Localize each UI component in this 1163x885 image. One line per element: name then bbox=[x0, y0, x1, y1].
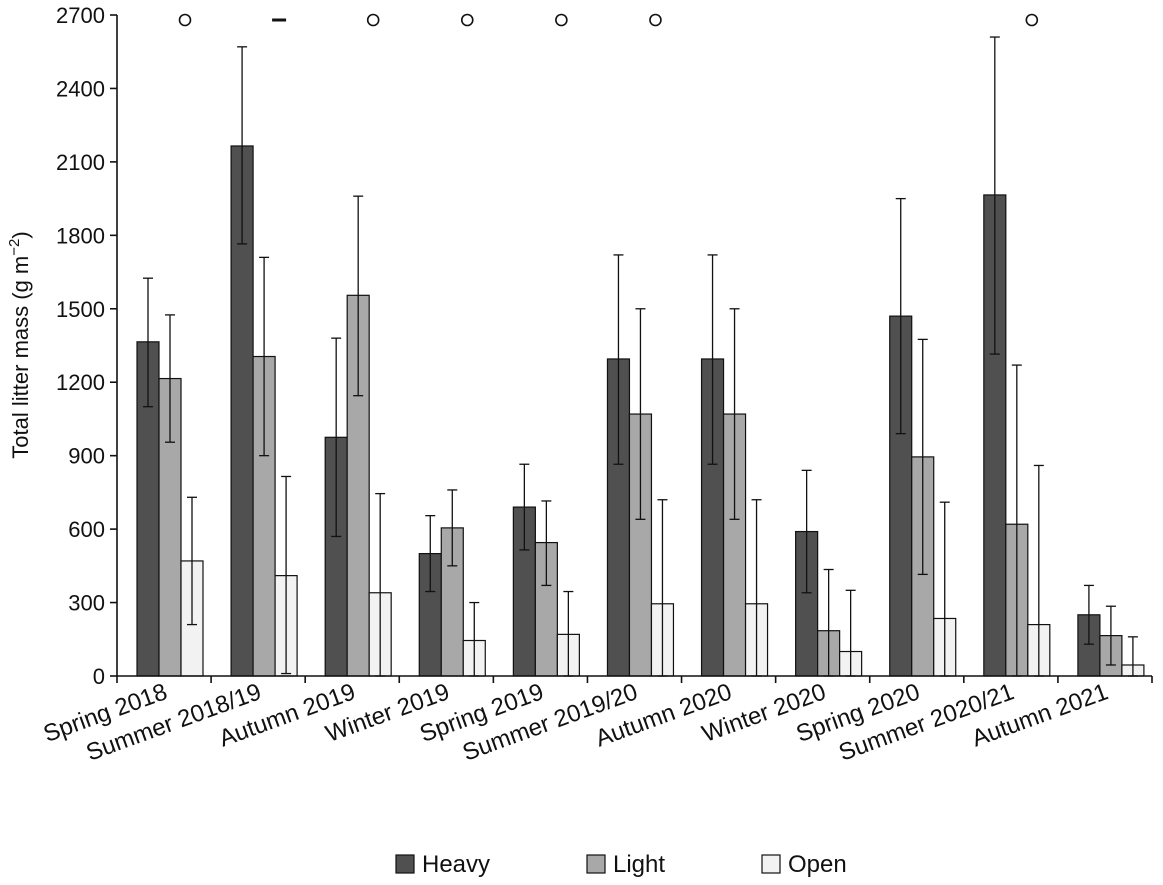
significance-circle bbox=[460, 13, 474, 27]
error-bar-layer bbox=[143, 36, 1138, 677]
y-tick-label: 300 bbox=[68, 591, 105, 616]
y-tick-label: 1800 bbox=[56, 223, 105, 248]
legend-label-light: Light bbox=[613, 851, 665, 878]
significance-circle bbox=[1025, 13, 1039, 27]
y-axis-label: Total litter mass (g m−2) bbox=[6, 231, 33, 458]
legend: Heavy Light Open bbox=[395, 851, 847, 878]
y-tick-label: 1500 bbox=[56, 297, 105, 322]
significance-circle bbox=[178, 13, 192, 27]
significance-markers bbox=[178, 13, 1039, 27]
y-tick-label: 1200 bbox=[56, 370, 105, 395]
bar-layer bbox=[136, 145, 1145, 677]
y-tick-label: 2400 bbox=[56, 76, 105, 101]
y-tick-layer: 0 300 600 900 1200 1500 1800 2100 2400 2700 bbox=[56, 3, 117, 689]
significance-circle bbox=[649, 13, 662, 27]
significance-circle bbox=[555, 13, 568, 27]
legend-swatch-open bbox=[761, 854, 781, 874]
y-tick-label: 600 bbox=[68, 517, 105, 542]
y-tick-label: 0 bbox=[93, 664, 105, 689]
y-tick-label: 900 bbox=[68, 444, 105, 469]
legend-swatch-heavy bbox=[395, 854, 415, 874]
legend-label-heavy: Heavy bbox=[422, 851, 490, 878]
y-tick-label: 2100 bbox=[56, 150, 105, 175]
y-tick-label: 2700 bbox=[56, 3, 105, 28]
legend-swatch-light bbox=[586, 854, 606, 874]
axis-layer bbox=[116, 15, 1152, 677]
significance-circle bbox=[366, 13, 380, 27]
legend-label-open: Open bbox=[788, 851, 847, 878]
